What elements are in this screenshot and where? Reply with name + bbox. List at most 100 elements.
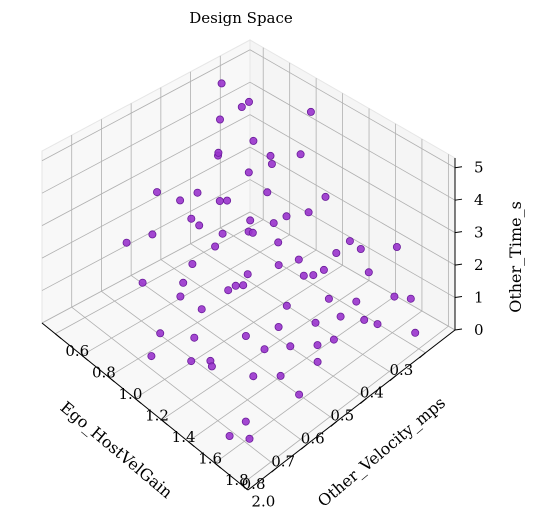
data-point [187,357,196,366]
y-tick-label: 1.2 [145,406,169,424]
data-point [352,297,361,306]
data-point [345,237,354,246]
data-point [274,322,283,331]
data-point [195,221,204,230]
x-tick-mark [419,352,426,359]
data-point [224,286,233,295]
y-tick-mark [134,398,142,404]
tick-marks: 0.30.40.50.60.70.80.60.81.01.21.41.61.82… [54,159,484,511]
data-point [249,136,258,145]
data-point [263,188,272,197]
data-point [239,281,248,290]
data-point [188,259,197,268]
data-points [122,79,420,443]
z-axis-label: Other_Time_s [506,201,525,313]
grid-line-z-xwall [41,49,251,162]
data-point [176,292,185,301]
grid-line-x-floor [190,243,397,377]
grid-line-x-floor [220,227,426,354]
data-point [406,294,415,303]
grid-line-y-floor [108,249,317,378]
x-tick-label: 0.7 [271,452,295,470]
data-point [214,148,223,157]
grid-line-z-xwall [41,114,251,226]
grid-line-z-ywall [249,114,456,233]
data-point [217,79,226,88]
data-point [156,329,165,338]
data-point [215,196,224,205]
data-point [215,115,224,124]
grid-lines [41,47,456,485]
x-tick-label: 0.3 [389,361,413,379]
data-point [207,362,216,371]
data-point [248,228,257,237]
data-point [296,150,305,159]
x-tick-mark [300,443,308,450]
data-point [274,238,283,247]
y-tick-label: 1.0 [119,385,143,403]
data-point [282,212,291,221]
data-point [306,107,315,116]
data-point [267,159,276,168]
x-tick-label: 0.4 [360,384,384,402]
data-point [360,315,369,324]
grid-line-z-xwall [41,81,251,194]
chart-title: Design Space [189,9,293,27]
y-tick-mark [108,376,115,383]
grid-line-z-ywall [249,49,456,169]
z-tick-label: 0 [474,321,484,339]
z-tick-label: 1 [474,289,484,307]
data-point [309,271,318,280]
data-point [319,265,328,274]
x-tick-label: 0.5 [330,407,354,425]
data-point [311,318,320,327]
data-point [244,97,253,106]
data-point [138,278,147,287]
y-tick-label: 1.6 [198,450,222,468]
data-point [211,242,220,251]
x-tick-mark [271,466,278,473]
data-point [286,342,295,351]
grid-line-z-ywall [249,211,456,331]
z-tick-mark [454,263,463,266]
z-tick-label: 4 [474,191,484,209]
data-point [246,216,255,225]
x-tick-mark [389,375,397,382]
grid-line-z-ywall [249,146,456,266]
data-point [152,188,161,197]
data-point [176,196,185,205]
grid-line-x-floor [71,306,278,468]
y-tick-mark [81,354,89,361]
grid-line-x-floor [130,275,337,422]
data-point [187,214,196,223]
data-point [231,281,240,290]
data-point [190,333,199,342]
data-point [122,238,131,247]
data-point [276,371,285,380]
x-tick-mark [330,421,338,427]
grid-line-x-floor [101,290,308,445]
data-point [390,292,399,301]
z-tick-label: 5 [474,159,484,177]
data-point [324,294,333,303]
grid-line-z-ywall [249,81,456,201]
data-point [218,229,227,238]
z-tick-mark [454,231,463,234]
x-tick-label: 0.6 [301,429,325,447]
x-tick-label: 0.8 [242,475,266,493]
data-point [223,196,232,205]
z-tick-mark [454,296,463,299]
grid-line-z-xwall [41,179,251,291]
data-point [244,168,253,177]
grid-line-z-xwall [41,211,251,324]
data-point [294,255,303,264]
data-point [392,242,401,251]
data-point [147,352,156,361]
z-tick-mark [454,166,463,169]
data-point [197,305,206,314]
data-point [245,434,254,443]
y-tick-label: 0.6 [65,342,89,360]
y-tick-mark [54,333,62,340]
data-point [260,345,269,354]
data-point [225,431,234,440]
